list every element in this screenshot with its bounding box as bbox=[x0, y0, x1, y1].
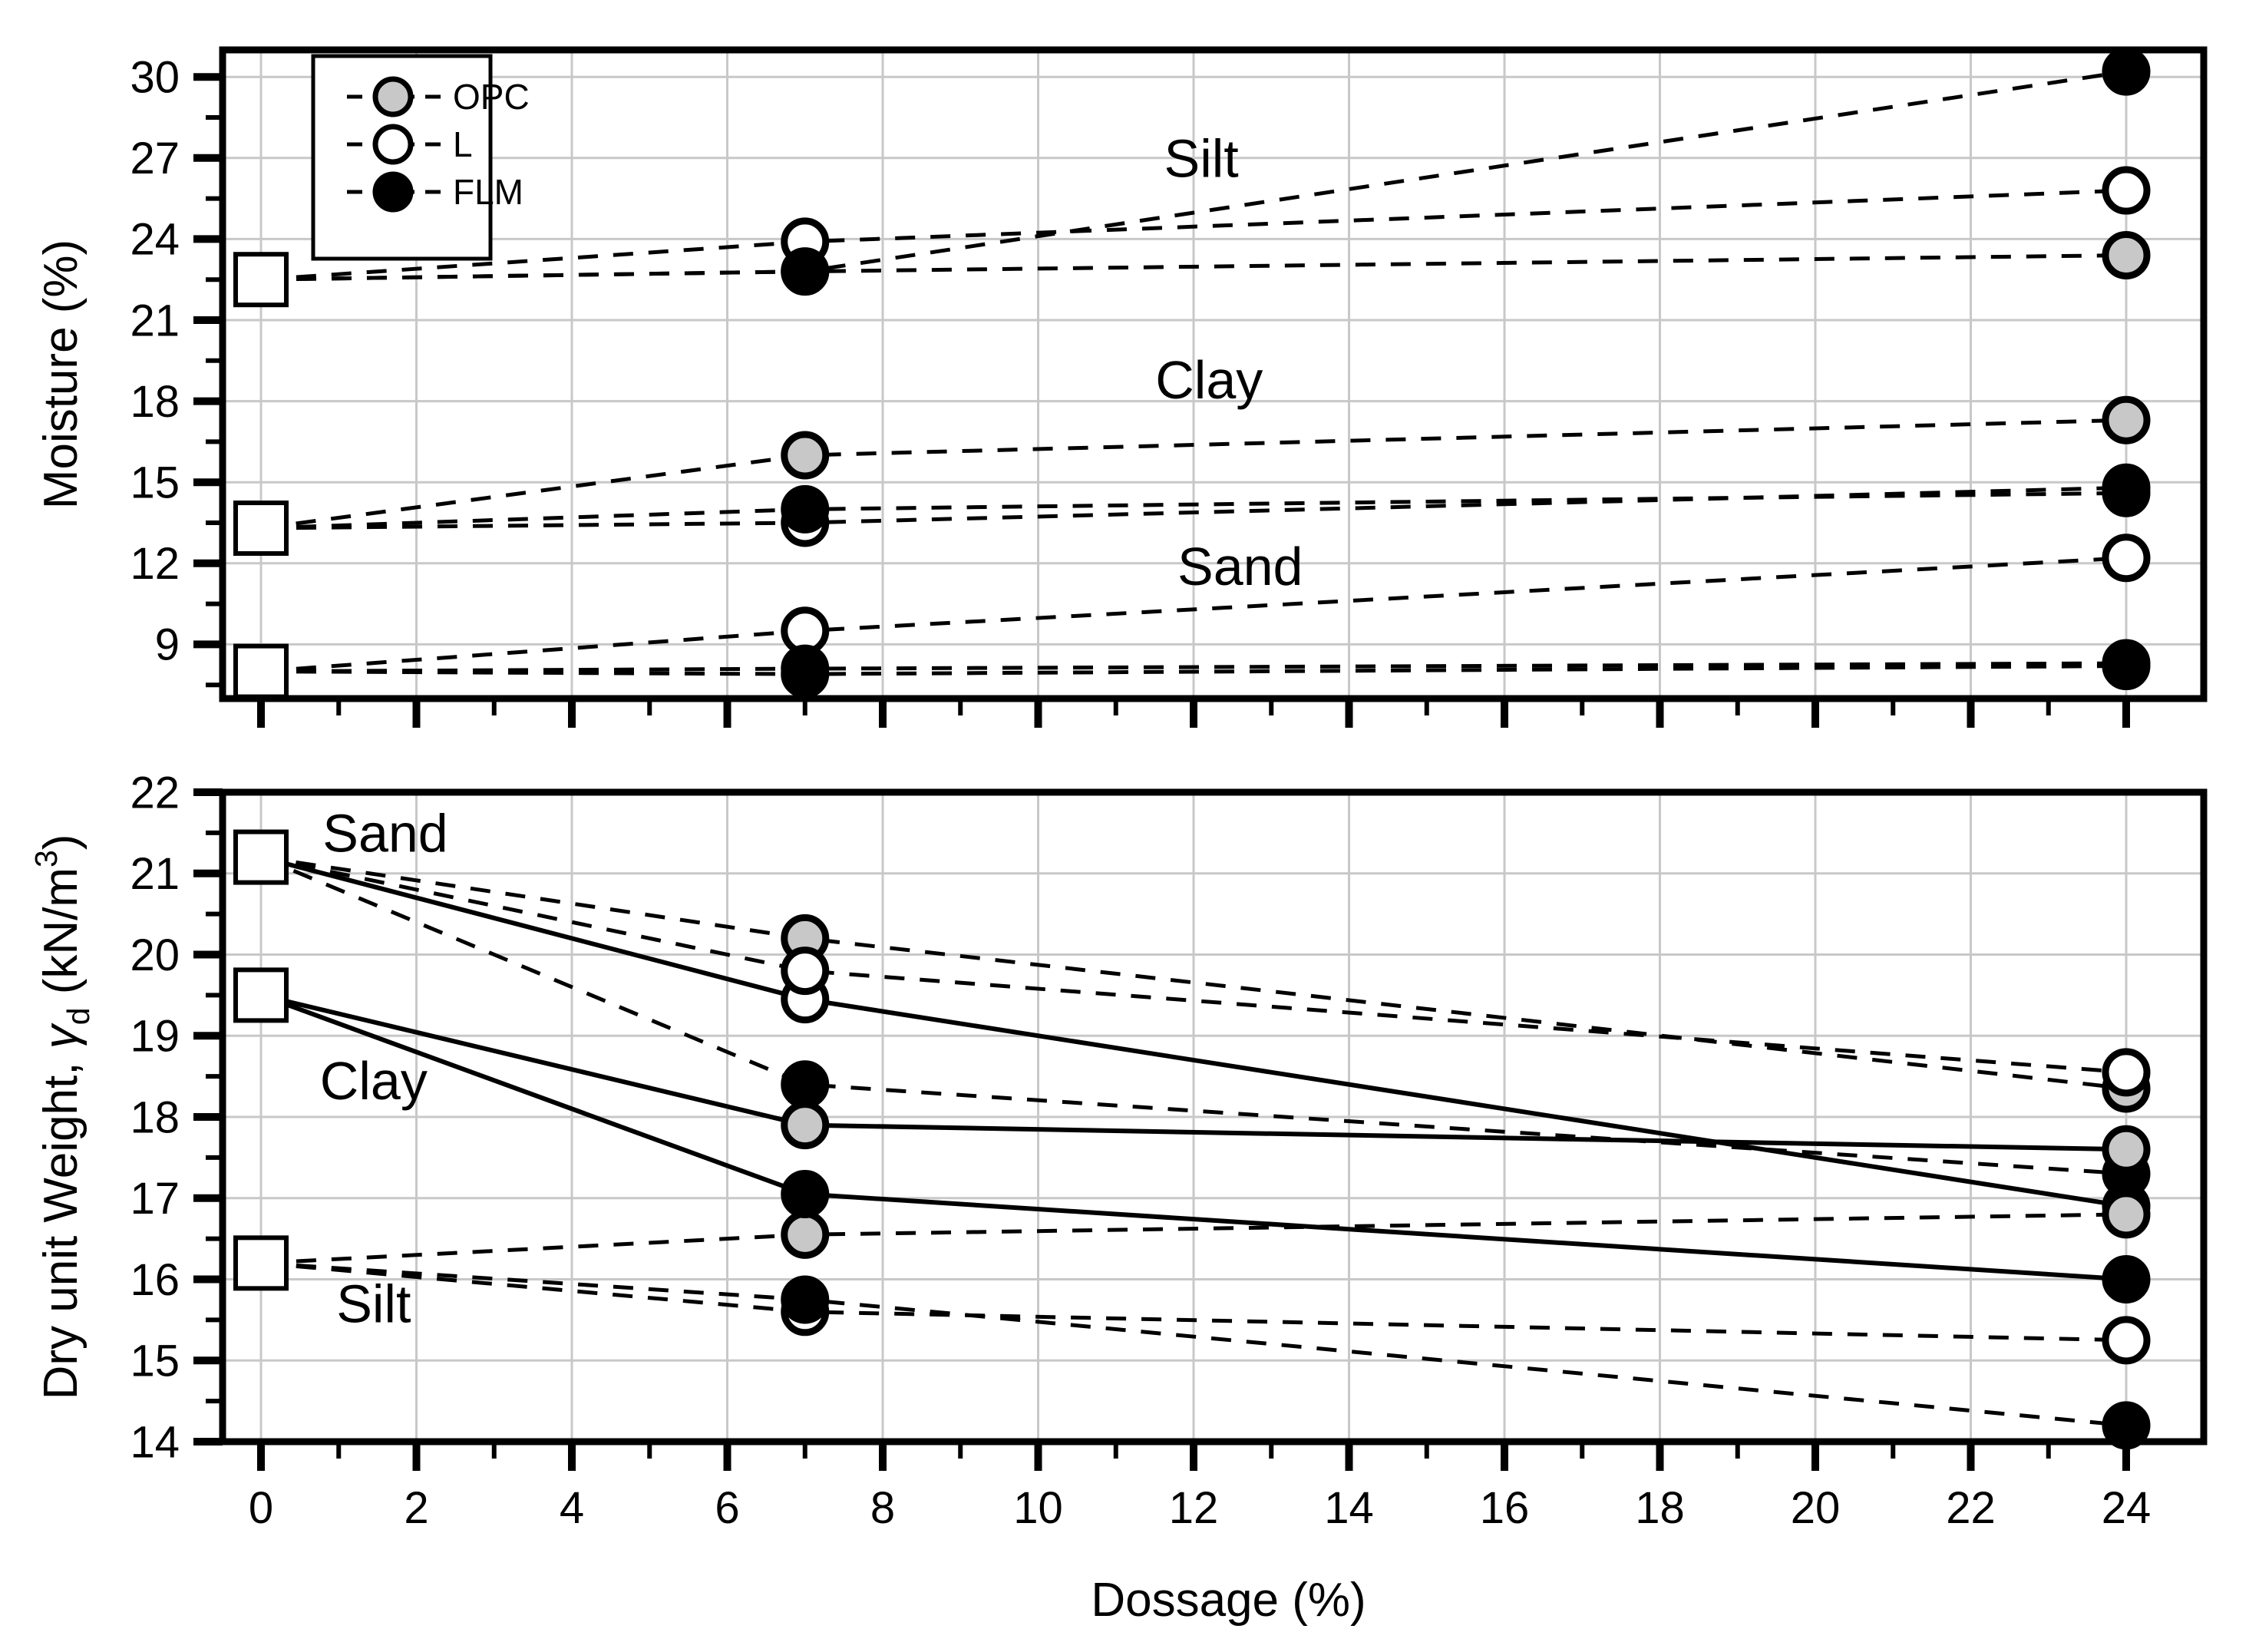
x-tick-label: 2 bbox=[404, 1483, 428, 1533]
y-tick-label: 30 bbox=[130, 53, 180, 103]
series-line-dry-unit-weight-sand-opc bbox=[260, 855, 2127, 1091]
untreated-square-moisture-silt bbox=[233, 252, 289, 308]
y-tick-label: 17 bbox=[130, 1174, 180, 1224]
soil-label-dry-unit-weight-silt: Silt bbox=[336, 1274, 411, 1334]
y-axis-title-moisture: Moisture (%) bbox=[35, 240, 88, 509]
y-tick-label: 18 bbox=[130, 1092, 180, 1142]
y-tick-label: 27 bbox=[130, 134, 180, 183]
marker-moisture-clay-opc-x24 bbox=[2102, 395, 2151, 444]
y-tick-label: 18 bbox=[130, 377, 180, 427]
marker-dry-unit-weight-clay-opc-x24 bbox=[2102, 1125, 2151, 1174]
soil-label-dry-unit-weight-sand: Sand bbox=[322, 803, 447, 863]
marker-moisture-sand-flm-x24 bbox=[2102, 639, 2151, 688]
y-tick-label: 16 bbox=[130, 1255, 180, 1305]
untreated-square-dry-unit-weight-silt bbox=[233, 1235, 289, 1291]
marker-dry-unit-weight-sand-flm-x7 bbox=[781, 1060, 830, 1109]
legend-label-flm: FLM bbox=[453, 172, 523, 212]
marker-dry-unit-weight-silt-flm-x24 bbox=[2102, 1401, 2151, 1450]
marker-moisture-clay-flm-x24 bbox=[2102, 468, 2151, 517]
y-tick-label: 19 bbox=[130, 1012, 180, 1062]
panel-border bbox=[219, 46, 2208, 702]
legend-label-opc: OPC bbox=[453, 77, 530, 117]
x-tick-label: 16 bbox=[1480, 1483, 1530, 1533]
untreated-square-dry-unit-weight-sand bbox=[233, 829, 289, 885]
x-tick-label: 0 bbox=[249, 1483, 273, 1533]
x-tick-label: 20 bbox=[1791, 1483, 1841, 1533]
marker-moisture-silt-flm-x7 bbox=[781, 247, 830, 296]
y-tick-label: 15 bbox=[130, 458, 180, 508]
soil-label-moisture-sand: Sand bbox=[1177, 537, 1303, 596]
x-tick-label: 6 bbox=[715, 1483, 739, 1533]
x-tick-label: 14 bbox=[1324, 1483, 1374, 1533]
marker-dry-unit-weight-sand-l-x7 bbox=[781, 947, 830, 996]
x-tick-label: 22 bbox=[1946, 1483, 1996, 1533]
legend-marker-opc-icon bbox=[372, 76, 414, 117]
marker-moisture-silt-flm-x24 bbox=[2102, 47, 2151, 96]
y-tick-label: 15 bbox=[130, 1336, 180, 1386]
y-axis-title-dry-unit-weight: Dry unit Weight, γd (kN/m3) bbox=[28, 834, 96, 1400]
y-tick-label: 14 bbox=[130, 1417, 180, 1467]
marker-dry-unit-weight-silt-flm-x7 bbox=[781, 1275, 830, 1324]
y-tick-label: 21 bbox=[130, 296, 180, 345]
x-tick-label: 8 bbox=[870, 1483, 895, 1533]
legend: OPC L FLM bbox=[311, 54, 530, 261]
soil-label-dry-unit-weight-clay: Clay bbox=[320, 1051, 428, 1111]
x-tick-label: 4 bbox=[560, 1483, 584, 1533]
y-tick-label: 9 bbox=[155, 620, 180, 670]
marker-dry-unit-weight-silt-l-x24 bbox=[2102, 1316, 2151, 1365]
soil-label-moisture-clay: Clay bbox=[1155, 350, 1263, 410]
legend-marker-flm-icon bbox=[372, 171, 414, 213]
marker-dry-unit-weight-clay-flm-x7 bbox=[781, 1169, 830, 1218]
marker-dry-unit-weight-silt-opc-x7 bbox=[781, 1210, 830, 1259]
x-tick-label: 18 bbox=[1635, 1483, 1685, 1533]
untreated-square-moisture-clay bbox=[233, 501, 289, 557]
marker-moisture-clay-flm-x7 bbox=[781, 484, 830, 534]
x-tick-label: 12 bbox=[1169, 1483, 1219, 1533]
untreated-square-dry-unit-weight-clay bbox=[233, 967, 289, 1023]
marker-moisture-sand-flm-x7 bbox=[781, 644, 830, 693]
y-tick-label: 22 bbox=[130, 768, 180, 818]
x-axis-title: Dossage (%) bbox=[1091, 1574, 1366, 1627]
marker-moisture-silt-l-x24 bbox=[2102, 166, 2151, 215]
y-tick-label: 12 bbox=[130, 539, 180, 589]
marker-dry-unit-weight-clay-flm-x24 bbox=[2102, 1255, 2151, 1303]
y-tick-label: 24 bbox=[130, 215, 180, 265]
legend-label-l: L bbox=[453, 124, 473, 164]
marker-moisture-sand-l-x24 bbox=[2102, 534, 2151, 583]
marker-moisture-clay-opc-x7 bbox=[781, 431, 830, 480]
series-line-dry-unit-weight-sand-l bbox=[260, 855, 2127, 1075]
x-tick-label: 10 bbox=[1013, 1483, 1063, 1533]
legend-marker-l-icon bbox=[372, 124, 414, 165]
marker-dry-unit-weight-clay-opc-x7 bbox=[781, 1101, 830, 1150]
marker-dry-unit-weight-silt-opc-x24 bbox=[2102, 1190, 2151, 1239]
panel-moisture: 9 12 15 18 21 24 27 30 Silt Clay Sand bbox=[130, 46, 2208, 728]
marker-dry-unit-weight-sand-l-x24 bbox=[2102, 1048, 2151, 1097]
soil-label-moisture-silt: Silt bbox=[1164, 128, 1239, 188]
untreated-square-moisture-sand bbox=[233, 643, 289, 699]
x-tick-label: 24 bbox=[2102, 1483, 2152, 1533]
y-tick-label: 21 bbox=[130, 849, 180, 899]
y-tick-label: 20 bbox=[130, 930, 180, 980]
marker-moisture-silt-opc-x24 bbox=[2102, 231, 2151, 280]
